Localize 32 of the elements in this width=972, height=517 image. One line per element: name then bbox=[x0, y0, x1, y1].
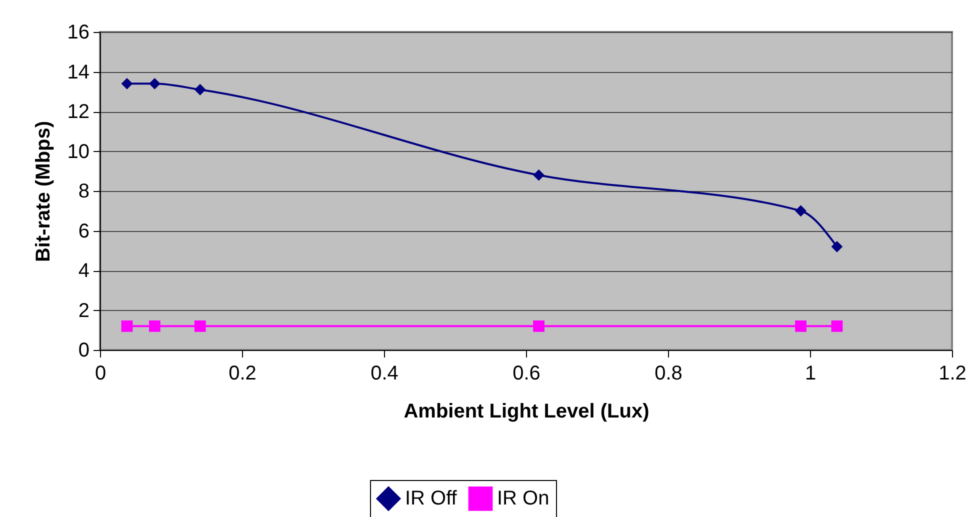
point bbox=[194, 84, 206, 96]
y-tick-label: 0 bbox=[78, 340, 90, 362]
point bbox=[831, 240, 843, 252]
y-tick-label: 4 bbox=[78, 260, 90, 282]
x-tick-label: 0.2 bbox=[228, 362, 256, 384]
y-tick-label: 2 bbox=[78, 300, 90, 322]
y-tick-label: 10 bbox=[67, 140, 90, 163]
y-tick-label: 12 bbox=[67, 101, 90, 123]
point bbox=[121, 320, 133, 332]
point bbox=[148, 78, 160, 90]
x-tick-label: 0.6 bbox=[512, 362, 540, 384]
x-tick-label: 1.2 bbox=[938, 362, 966, 384]
point bbox=[121, 78, 133, 90]
legend-label: IR On bbox=[497, 488, 550, 510]
x-tick-label: 0.4 bbox=[370, 362, 398, 384]
point bbox=[194, 320, 206, 332]
x-tick-label: 0 bbox=[94, 362, 106, 384]
x-axis-title: Ambient Light Level (Lux) bbox=[404, 400, 650, 422]
x-tick-label: 1 bbox=[804, 362, 816, 384]
y-tick-label: 8 bbox=[78, 180, 90, 202]
y-tick-label: 16 bbox=[67, 22, 90, 44]
point bbox=[533, 320, 544, 332]
y-axis-title: Bit-rate (Mbps) bbox=[32, 120, 54, 262]
point bbox=[831, 320, 843, 332]
point bbox=[148, 320, 160, 332]
point bbox=[533, 169, 544, 181]
x-tick-label: 0.8 bbox=[654, 362, 682, 384]
point bbox=[795, 320, 806, 332]
legend-label: IR Off bbox=[405, 488, 458, 510]
point bbox=[795, 205, 806, 217]
y-tick-label: 14 bbox=[67, 61, 90, 84]
y-tick-label: 6 bbox=[78, 220, 90, 242]
